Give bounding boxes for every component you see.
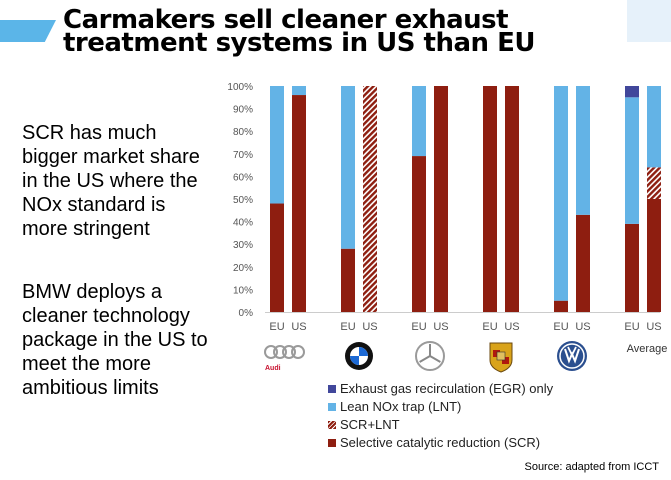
bar-segment bbox=[434, 86, 448, 312]
x-tick-label: EU bbox=[340, 321, 355, 333]
x-tick-label: EU bbox=[269, 321, 284, 333]
x-tick-label: US bbox=[433, 321, 448, 333]
x-tick-label: EU bbox=[553, 321, 568, 333]
audi-ring bbox=[291, 345, 305, 359]
bullet-line: BMW deploys a bbox=[22, 281, 163, 303]
legend-label: Lean NOx trap (LNT) bbox=[340, 399, 462, 414]
y-tick-label: 20% bbox=[233, 263, 253, 274]
bar-segment bbox=[647, 167, 661, 199]
porsche-field bbox=[502, 357, 509, 364]
bmw-quadrant bbox=[350, 356, 359, 365]
source-note: Source: adapted from ICCT bbox=[524, 461, 659, 473]
bar-segment bbox=[292, 95, 306, 312]
legend-swatch bbox=[328, 385, 336, 393]
bar-segment bbox=[270, 86, 284, 204]
bullet-line: cleaner technology bbox=[22, 305, 190, 327]
title-line: treatment systems in US than EU bbox=[63, 28, 535, 58]
audi-ring bbox=[264, 345, 278, 359]
legend-label: Selective catalytic reduction (SCR) bbox=[340, 435, 541, 450]
mercedes-logo bbox=[415, 341, 445, 371]
legend-item: Selective catalytic reduction (SCR) bbox=[328, 434, 553, 452]
bar-segment bbox=[576, 86, 590, 215]
bar-segment bbox=[412, 156, 426, 312]
bar-segment bbox=[576, 214, 590, 312]
legend-label: SCR+LNT bbox=[340, 417, 400, 432]
bar-segment bbox=[554, 300, 568, 312]
audi-ring bbox=[273, 345, 287, 359]
y-tick-label: 0% bbox=[239, 308, 254, 319]
volkswagen-logo bbox=[557, 341, 587, 371]
title-line: Carmakers sell cleaner exhaust bbox=[63, 5, 509, 35]
legend-item: SCR+LNT bbox=[328, 416, 553, 434]
y-tick-label: 40% bbox=[233, 218, 253, 229]
audi-logo: Audi bbox=[264, 345, 305, 372]
y-tick-label: 90% bbox=[233, 105, 253, 116]
x-tick-label: EU bbox=[411, 321, 426, 333]
bar-segment bbox=[292, 86, 306, 96]
bullet-line: bigger market share bbox=[22, 146, 200, 168]
bar-segment bbox=[625, 86, 639, 98]
mercedes-star-arm bbox=[419, 355, 431, 363]
x-tick-label: US bbox=[291, 321, 306, 333]
bar-segment bbox=[341, 86, 355, 249]
bar-segment bbox=[625, 223, 639, 312]
bullet-line: package in the US to bbox=[22, 329, 208, 351]
bmw-quadrant bbox=[359, 347, 368, 356]
legend-label: Exhaust gas recirculation (EGR) only bbox=[340, 381, 554, 396]
bar-segment bbox=[647, 199, 661, 312]
mercedes-star-arm bbox=[429, 355, 441, 363]
title-accent-bar bbox=[0, 20, 56, 42]
y-tick-label: 50% bbox=[233, 195, 253, 206]
bullet-line: NOx standard is bbox=[22, 194, 166, 216]
audi-brand-text: Audi bbox=[265, 365, 281, 372]
y-tick-label: 70% bbox=[233, 150, 253, 161]
bar-segment bbox=[554, 86, 568, 301]
bar-segment bbox=[412, 86, 426, 157]
group-label-average: Average bbox=[627, 343, 668, 355]
slide-title: Carmakers sell cleaner exhaust treatment… bbox=[63, 5, 535, 58]
corner-decoration bbox=[627, 0, 671, 42]
x-tick-label: EU bbox=[624, 321, 639, 333]
bar-segment bbox=[341, 248, 355, 312]
x-tick-label: US bbox=[575, 321, 590, 333]
bar-segment bbox=[363, 86, 377, 312]
bullet-bmw-technology: BMW deploys a cleaner technology package… bbox=[22, 280, 208, 400]
porsche-center bbox=[496, 351, 506, 361]
y-tick-label: 100% bbox=[227, 82, 253, 93]
bmw-logo bbox=[345, 342, 373, 370]
y-tick-label: 30% bbox=[233, 240, 253, 251]
vw-inner-ring bbox=[559, 343, 585, 369]
bar-segment bbox=[483, 86, 497, 312]
bar-segment bbox=[647, 86, 661, 168]
x-tick-label: US bbox=[362, 321, 377, 333]
y-tick-label: 60% bbox=[233, 172, 253, 183]
bullet-line: more stringent bbox=[22, 218, 150, 240]
legend-swatch bbox=[328, 403, 336, 411]
stacked-bar-chart: 0% 10% 20% 30% 40% 50% 60% 70% 80% 90% 100% EU US EU U… bbox=[227, 82, 668, 373]
legend-swatch bbox=[328, 439, 336, 447]
bar-segment bbox=[270, 203, 284, 312]
bar-segment bbox=[505, 86, 519, 312]
bullet-line: in the US where the bbox=[22, 170, 198, 192]
legend-swatch bbox=[328, 421, 336, 429]
bullet-scr-market-share: SCR has much bigger market share in the … bbox=[22, 121, 200, 241]
legend-item: Lean NOx trap (LNT) bbox=[328, 398, 553, 416]
bullet-line: ambitious limits bbox=[22, 377, 159, 399]
porsche-logo bbox=[489, 342, 513, 373]
audi-ring bbox=[282, 345, 296, 359]
bullet-line: meet the more bbox=[22, 353, 151, 375]
y-tick-label: 80% bbox=[233, 127, 253, 138]
x-tick-label: US bbox=[504, 321, 519, 333]
legend-item: Exhaust gas recirculation (EGR) only bbox=[328, 380, 553, 398]
x-tick-label: US bbox=[646, 321, 661, 333]
bar-segment bbox=[625, 97, 639, 224]
chart-legend: Exhaust gas recirculation (EGR) only Lean… bbox=[328, 380, 553, 452]
mercedes-ring bbox=[415, 341, 445, 371]
porsche-field bbox=[493, 350, 500, 357]
x-tick-label: EU bbox=[482, 321, 497, 333]
y-tick-label: 10% bbox=[233, 285, 253, 296]
bullet-line: SCR has much bbox=[22, 122, 157, 144]
vw-letter-mark bbox=[567, 346, 577, 358]
